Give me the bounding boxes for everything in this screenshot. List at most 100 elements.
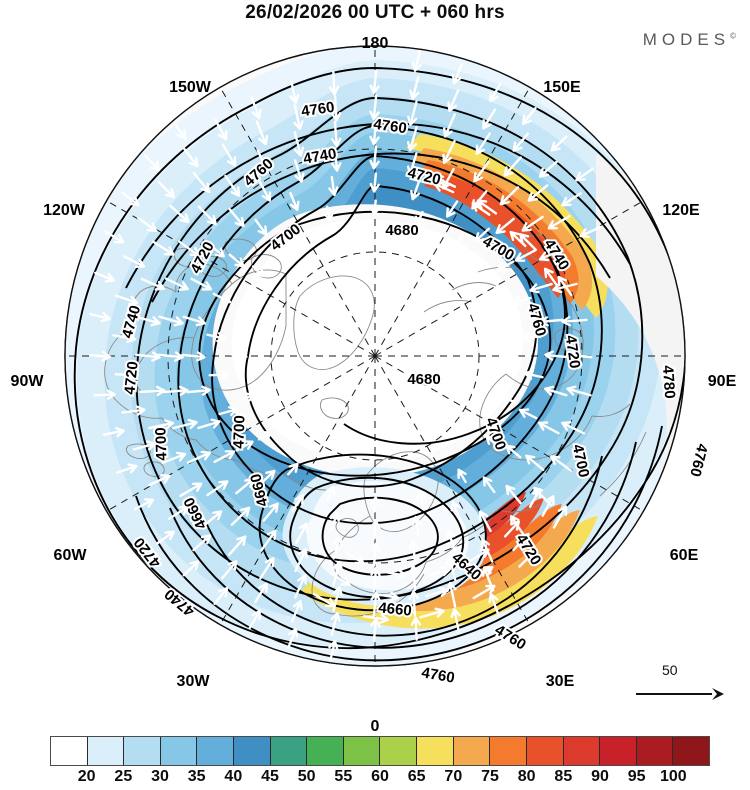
wind-arrow (485, 434, 499, 447)
wind-arrow (148, 474, 171, 487)
wind-arrow (201, 510, 223, 528)
wind-arrow (197, 418, 221, 430)
wind-arrow (289, 79, 300, 104)
wind-arrow (369, 145, 380, 170)
colorbar-tick-labels: 20 25 30 35 40 45 50 55 60 65 70 75 80 85 90 95 100 (50, 768, 710, 790)
wind-arrow (167, 505, 189, 520)
colorbar-tick: 20 (77, 768, 96, 785)
longitude-label: 120E (662, 202, 700, 219)
colorbar-tick: 35 (187, 768, 206, 785)
wind-arrow (411, 50, 422, 72)
wind-arrow (495, 217, 515, 234)
wind-arrow (450, 608, 461, 633)
modes-logo-text: MODES (642, 30, 731, 49)
wind-arrow (235, 440, 254, 452)
wind-arrow (538, 160, 558, 178)
wind-arrow (116, 463, 138, 474)
wind-arrow (409, 76, 420, 100)
svg-text:4720: 4720 (121, 360, 141, 395)
wind-arrow (329, 572, 351, 586)
wind-arrow (471, 202, 491, 216)
vector-scale-legend: 50 (634, 662, 734, 710)
wind-arrow (370, 542, 381, 567)
wind-arrow (451, 63, 463, 85)
longitude-label: 60E (669, 547, 699, 564)
wind-arrow (523, 369, 544, 380)
wind-arrow (230, 506, 251, 526)
wind-arrow (406, 152, 418, 176)
colorbar-swatch (51, 737, 88, 765)
wind-arrow (206, 480, 229, 497)
colorbar-tick: 95 (627, 768, 646, 785)
wind-arrow (287, 627, 299, 649)
wind-arrow (330, 95, 342, 122)
wind-arrow (370, 519, 381, 540)
wind-arrow (512, 532, 530, 552)
colorbar: 20 25 30 35 40 45 50 55 60 65 70 75 80 85 90 95 100 (0, 728, 750, 785)
longitude-label: 120W (43, 202, 85, 219)
wind-arrow (208, 369, 229, 381)
svg-text:4680: 4680 (385, 222, 418, 239)
wind-arrow (406, 125, 418, 152)
wind-arrow (134, 498, 155, 511)
colorbar-tick: 75 (481, 768, 499, 785)
wind-arrow (538, 248, 564, 262)
wind-arrow (575, 167, 594, 182)
wind-arrow (328, 640, 339, 662)
wind-arrow (135, 315, 161, 327)
wind-arrow (291, 494, 304, 512)
wind-arrow (552, 505, 568, 529)
copyright-mark: © (730, 31, 736, 41)
svg-text:4720: 4720 (562, 334, 583, 369)
wind-arrow (476, 199, 498, 215)
wind-arrow (496, 260, 515, 272)
wind-arrow (539, 316, 564, 327)
wind-arrow (283, 228, 293, 244)
colorbar-swatch (270, 737, 308, 765)
wind-arrow (256, 149, 270, 174)
wind-arrow (482, 476, 496, 494)
wind-arrow (475, 132, 491, 155)
wind-arrow (248, 609, 261, 630)
wind-arrow (205, 241, 225, 258)
wind-arrow (472, 584, 496, 600)
colorbar-swatch (673, 737, 709, 765)
wind-arrow (494, 309, 511, 320)
wind-arrow (197, 205, 217, 226)
svg-text:4660: 4660 (378, 599, 413, 619)
colorbar-tick: 60 (371, 768, 389, 785)
wind-arrow (169, 204, 190, 224)
wind-arrow (544, 385, 568, 397)
wind-arrow (329, 511, 340, 532)
wind-arrow (445, 555, 457, 581)
wind-arrow (134, 351, 161, 362)
wind-arrow (121, 405, 146, 416)
colorbar-swatch (380, 737, 418, 765)
wind-arrow (509, 230, 527, 248)
svg-text:4680: 4680 (407, 371, 440, 388)
colorbar-swatch (87, 737, 125, 765)
wind-arrow (557, 275, 573, 297)
wind-arrow (472, 566, 494, 580)
wind-arrow (293, 104, 304, 131)
svg-text:4700: 4700 (230, 415, 248, 449)
wind-arrow (151, 240, 175, 256)
wind-arrow (369, 172, 380, 193)
colorbar-swatches (50, 736, 710, 766)
wind-arrow (190, 277, 213, 291)
polar-map: 4760 4760 4760 4760 4740 4740 4720 4720 4760 4760… (0, 26, 750, 686)
wind-arrow (331, 147, 342, 172)
wind-arrow (164, 277, 189, 291)
wind-arrow (295, 522, 309, 545)
wind-arrow (505, 444, 522, 459)
wind-arrow (177, 240, 200, 257)
wind-arrow (328, 175, 339, 197)
wind-arrow (447, 89, 460, 112)
svg-text:4680: 4680 (385, 222, 418, 239)
wind-arrow (521, 106, 537, 126)
wind-arrow (561, 316, 588, 327)
wind-arrow (251, 265, 265, 278)
